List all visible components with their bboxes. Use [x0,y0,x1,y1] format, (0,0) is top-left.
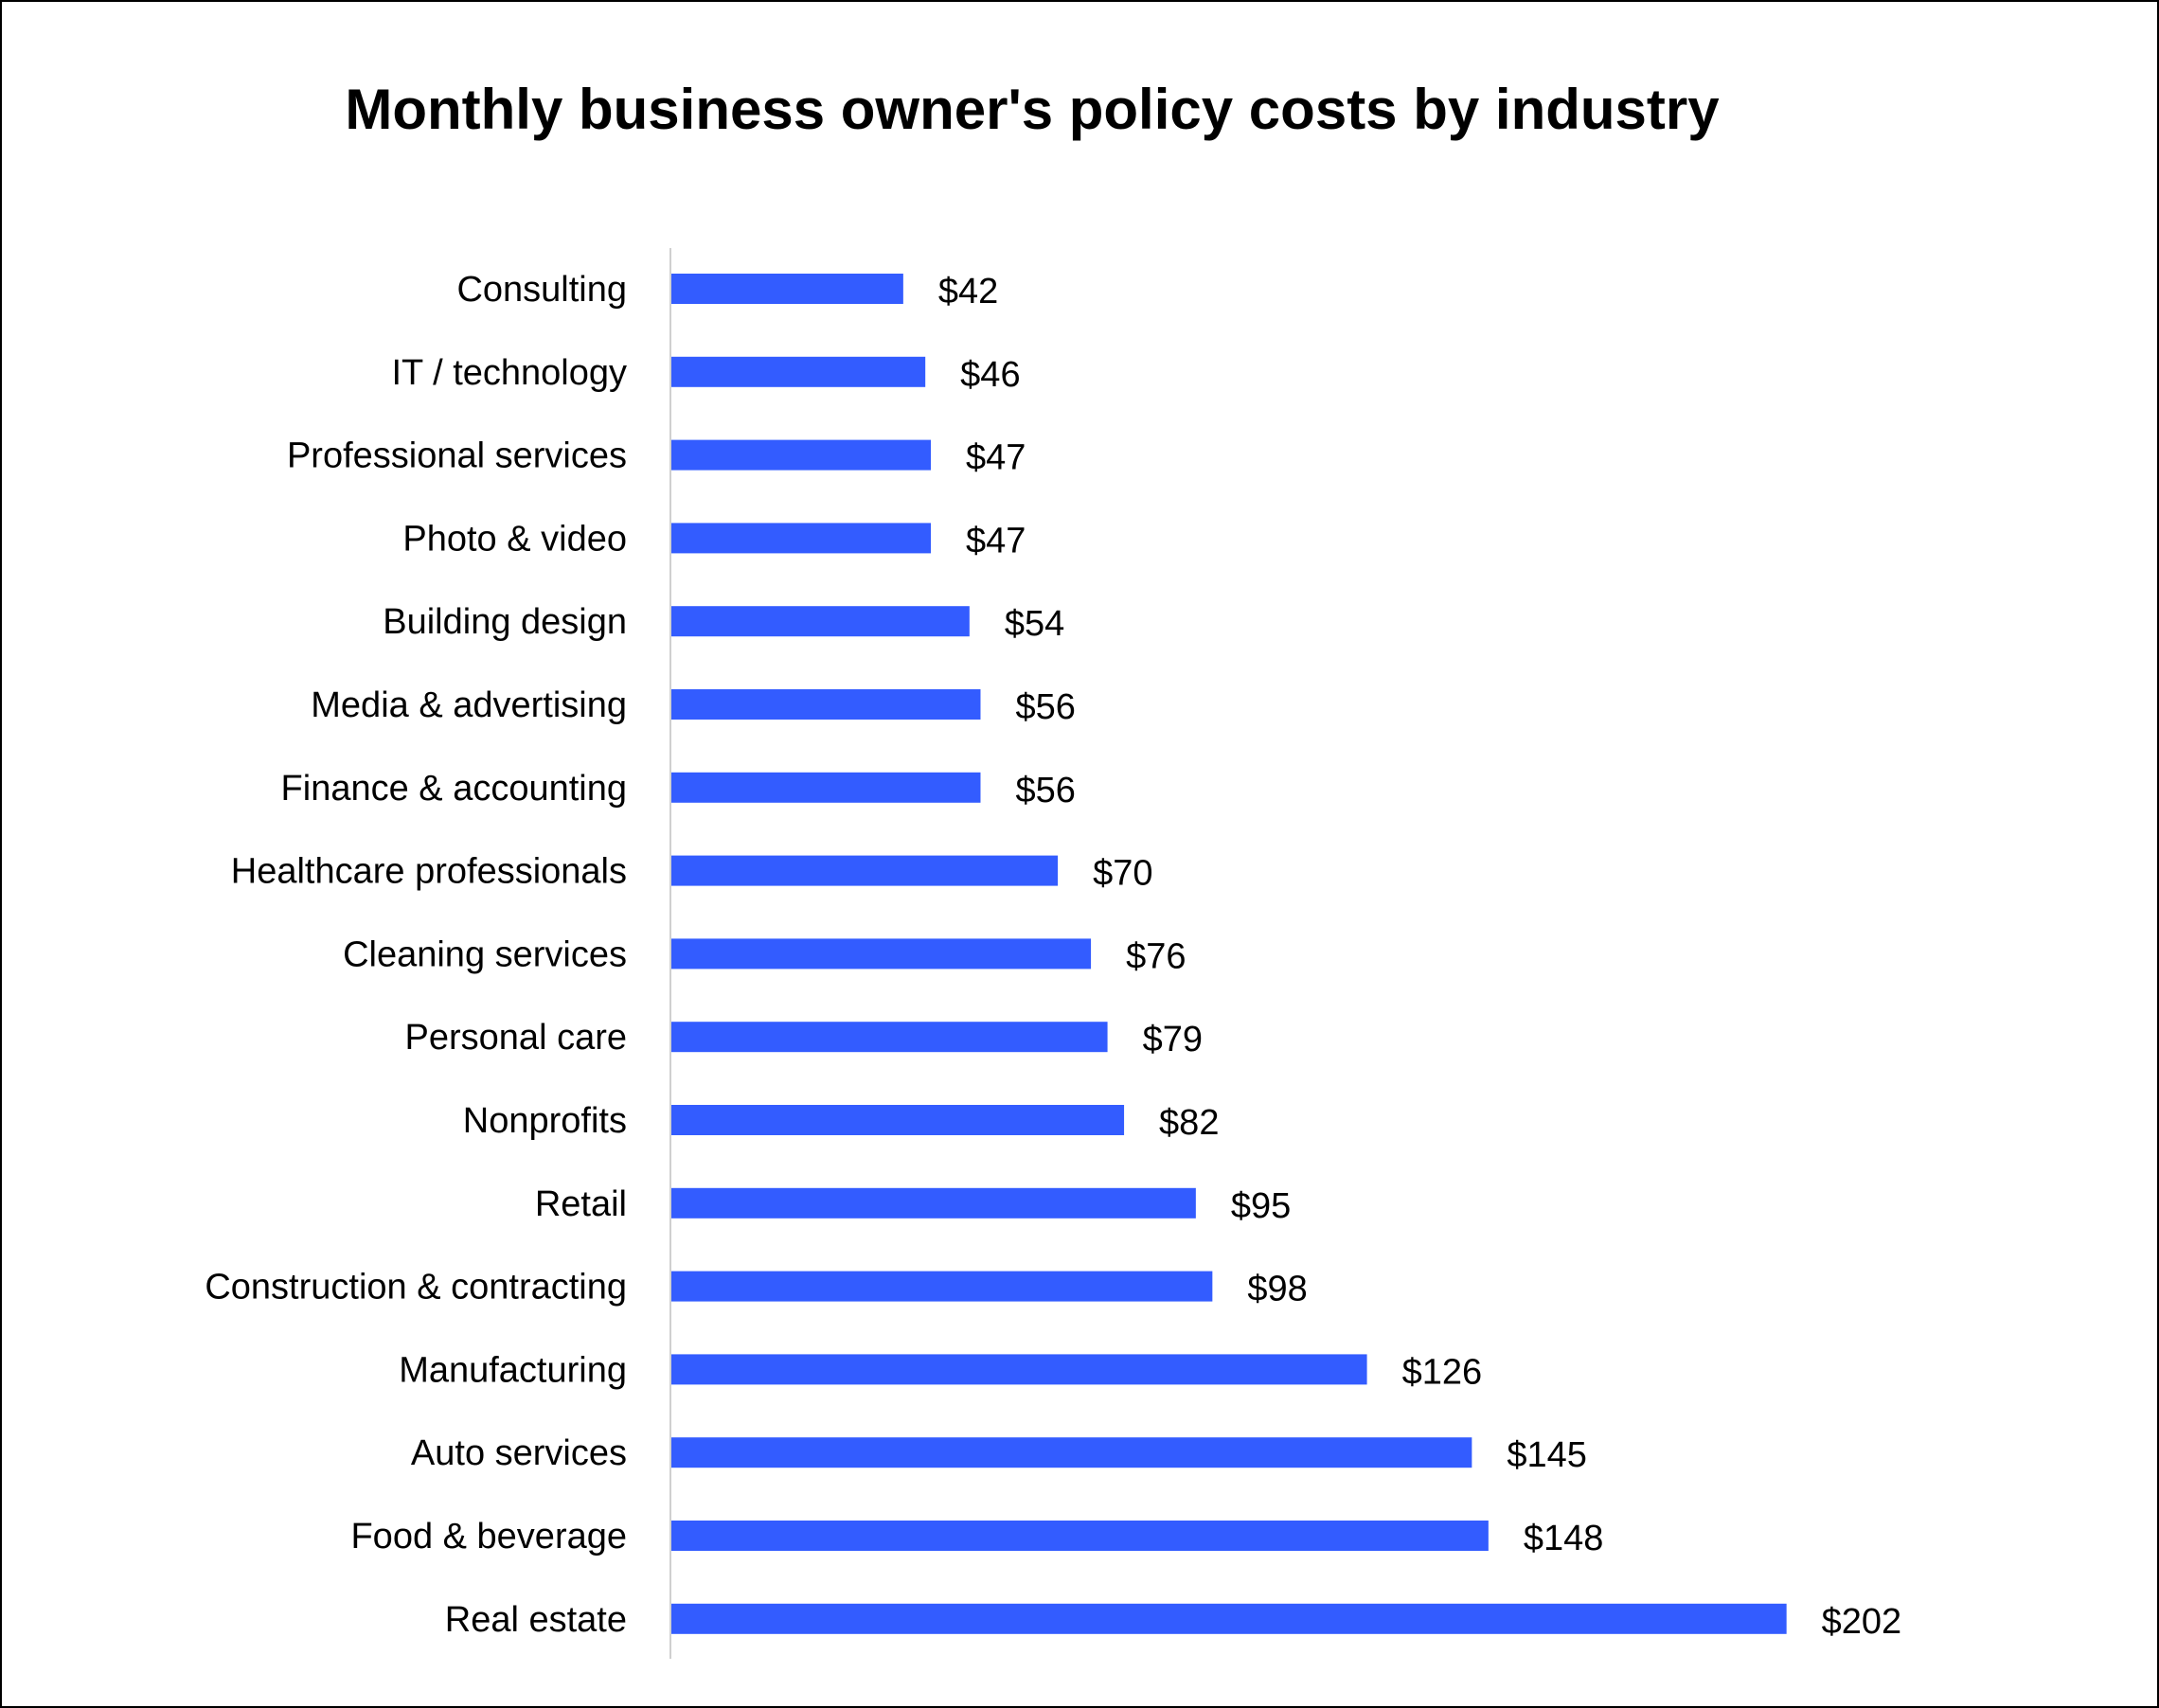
bar [671,1437,1472,1468]
data-label: $56 [1015,687,1075,727]
category-label: Professional services [287,436,627,476]
data-label: $126 [1402,1352,1483,1392]
bar [671,938,1092,970]
bar [671,689,981,720]
data-label: $79 [1143,1020,1203,1059]
bar [671,439,932,471]
category-label: Manufacturing [399,1350,627,1390]
bar [671,855,1059,886]
category-label: Building design [383,602,627,642]
bar [671,1521,1489,1551]
bar [671,606,970,637]
category-label: Real estate [445,1600,627,1640]
data-label: $46 [960,355,1020,395]
data-label: $54 [1005,604,1064,644]
data-label: $98 [1247,1270,1307,1309]
category-label: Nonprofits [463,1101,627,1141]
category-label: Healthcare professionals [231,852,627,892]
category-label: Personal care [405,1018,627,1058]
chart-title: Monthly business owner's policy costs by… [345,78,1720,141]
data-label: $42 [938,272,998,311]
data-label: $56 [1015,771,1075,810]
category-label: Retail [535,1184,627,1224]
category-label: IT / technology [391,353,627,393]
data-label: $95 [1231,1186,1291,1226]
bar [671,356,926,387]
bar [671,274,903,304]
category-label: Consulting [456,270,627,310]
bar [671,1105,1125,1135]
category-label: Food & beverage [350,1517,627,1557]
category-label: Construction & contracting [205,1268,627,1308]
bar [671,1022,1108,1053]
category-label: Finance & accounting [281,769,627,809]
data-label: $47 [966,521,1026,560]
data-label: $70 [1093,854,1152,894]
category-label: Photo & video [402,519,627,559]
data-label: $82 [1159,1103,1219,1143]
category-label: Cleaning services [343,934,627,974]
bar [671,1354,1367,1385]
bar [671,772,981,803]
data-label: $202 [1822,1602,1902,1642]
bar [671,523,932,554]
bar [671,1271,1213,1302]
data-label: $148 [1524,1519,1604,1558]
category-label: Media & advertising [311,685,627,725]
data-label: $76 [1126,936,1186,976]
category-label: Auto services [411,1433,627,1473]
data-label: $145 [1507,1435,1587,1475]
bar [671,1603,1787,1634]
data-label: $47 [966,438,1026,478]
bar [671,1187,1196,1219]
